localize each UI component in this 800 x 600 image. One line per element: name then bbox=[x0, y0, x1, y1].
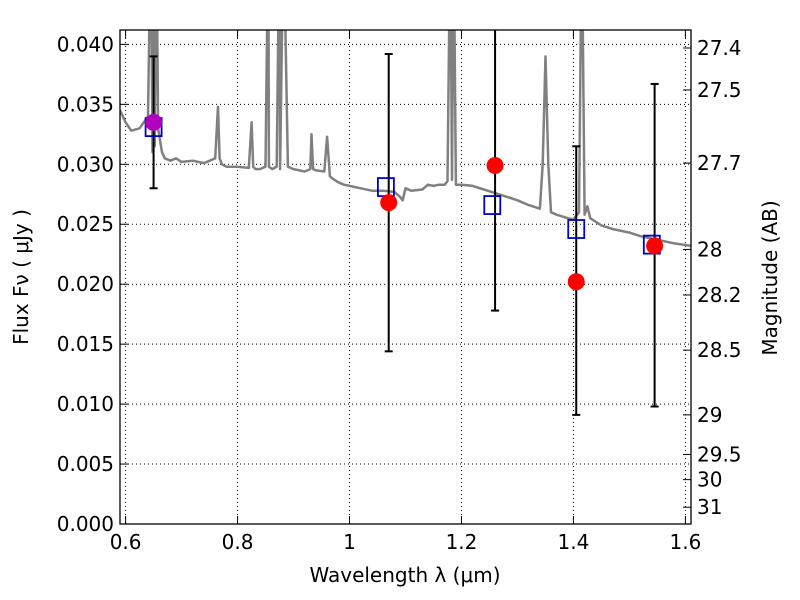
x-tick-label: 1.4 bbox=[558, 530, 590, 554]
y2-tick-label: 28.2 bbox=[697, 283, 742, 307]
y2-tick-label: 28 bbox=[697, 237, 722, 261]
model-band-square bbox=[567, 219, 586, 239]
y2-tick-label: 30 bbox=[697, 468, 722, 492]
y2-tick-label: 27.5 bbox=[697, 78, 742, 102]
y-tick-label: 0.015 bbox=[57, 332, 114, 356]
y-tick-label: 0.005 bbox=[57, 452, 114, 476]
y2-tick-label: 31 bbox=[697, 495, 722, 519]
y2-tick-label: 27.7 bbox=[697, 151, 742, 175]
x-tick-label: 0.6 bbox=[110, 530, 142, 554]
y2-tick-label: 27.4 bbox=[697, 36, 742, 60]
observed-point bbox=[646, 237, 664, 255]
observed-point bbox=[145, 113, 163, 131]
y2-axis-title: Magnitude (AB) bbox=[758, 200, 782, 355]
y2-tick-label: 28.5 bbox=[697, 338, 742, 362]
x-tick-label: 1 bbox=[343, 530, 356, 554]
x-tick-label: 1.2 bbox=[446, 530, 478, 554]
observed-point bbox=[380, 194, 398, 212]
y2-tick-label: 29.5 bbox=[697, 442, 742, 466]
y-axis-title: Flux Fν ( μJy ) bbox=[9, 209, 33, 345]
y-tick-label: 0.030 bbox=[57, 152, 114, 176]
tick-marks bbox=[120, 30, 691, 525]
x-tick-label: 1.6 bbox=[669, 530, 701, 554]
y-tick-label: 0.035 bbox=[57, 92, 114, 116]
model-spectrum-layer bbox=[120, 30, 691, 248]
y-tick-label: 0.040 bbox=[57, 32, 114, 56]
y2-tick-label: 29 bbox=[697, 403, 722, 427]
spectrum-line bbox=[120, 30, 691, 248]
x-axis-title: Wavelength λ (μm) bbox=[309, 563, 500, 587]
y2-tick-labels: 27.4 27.5 27.7 28 28.2 28.5 29 29.530 31 bbox=[697, 36, 742, 519]
observed-point bbox=[486, 156, 504, 174]
plot-background bbox=[120, 30, 691, 524]
y-tick-labels: 0.000 0.005 0.010 0.015 0.020 0.025 0.030 0.035… bbox=[57, 32, 114, 536]
y-tick-label: 0.000 bbox=[57, 512, 114, 536]
x-tick-labels: 0.6 0.8 1 1.2 1.4 1.6 bbox=[110, 530, 702, 554]
y-tick-label: 0.025 bbox=[57, 212, 114, 236]
y-tick-label: 0.020 bbox=[57, 272, 114, 296]
y-tick-label: 0.010 bbox=[57, 392, 114, 416]
observed-point bbox=[567, 273, 585, 291]
x-tick-label: 0.8 bbox=[222, 530, 254, 554]
model-band-square bbox=[483, 195, 502, 215]
plot-frame bbox=[119, 29, 692, 525]
observed-layer bbox=[145, 113, 664, 291]
